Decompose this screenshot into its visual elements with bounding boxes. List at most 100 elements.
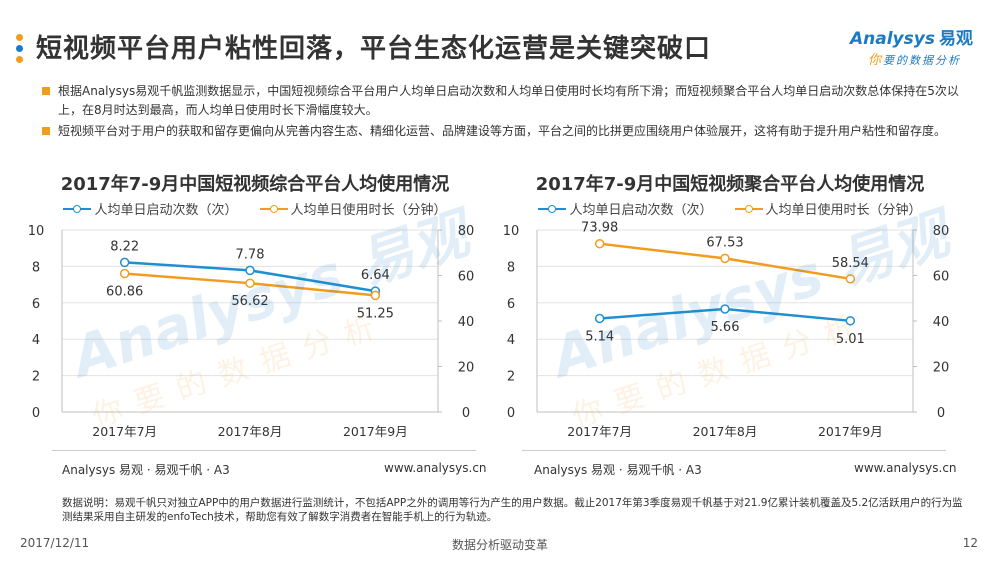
data-label: 7.78 (236, 247, 265, 262)
chart-legend: 人均单日启动次数（次） 人均单日使用时长（分钟） (495, 199, 965, 218)
decoration-dot (16, 56, 23, 63)
chart-title: 2017年7-9月中国短视频综合平台人均使用情况 (60, 174, 450, 195)
data-label: 5.14 (585, 329, 614, 344)
x-tick-label: 2017年9月 (818, 424, 883, 439)
footer-date: 2017/12/11 (20, 536, 90, 550)
bullet-square-icon (42, 127, 50, 135)
y-left-tick-label: 4 (507, 333, 515, 348)
logo-slogan: 你要的数据分析 (868, 49, 990, 68)
decoration-dot (16, 34, 23, 41)
legend-item-launches: 人均单日启动次数（次） (538, 199, 713, 218)
chart-aggregation-platform: 2017年7-9月中国短视频聚合平台人均使用情况 人均单日启动次数（次） 人均单… (495, 168, 965, 468)
source-url[interactable]: www.analysys.cn (384, 461, 487, 475)
data-point-marker (845, 274, 856, 284)
page-title: 短视频平台用户粘性回落，平台生态化运营是关键突破口 (36, 34, 712, 64)
bullet-item: 短视频平台对于用户的获取和留存更偏向从完善内容生态、精细化运营、品牌建设等方面，… (42, 122, 982, 141)
y-left-tick-label: 0 (32, 406, 40, 421)
y-right-tick-label: 20 (458, 361, 475, 376)
bullet-item: 根据Analysys易观千帆监测数据显示，中国短视频综合平台用户人均单日启动次数… (42, 82, 982, 120)
data-point-marker (594, 238, 605, 249)
logo-slogan-rest: 要的数据分析 (883, 54, 962, 67)
title-decoration-dots (16, 34, 26, 67)
data-point-marker (845, 316, 856, 326)
data-label: 8.22 (110, 239, 139, 254)
data-label: 56.62 (231, 294, 268, 309)
chart-legend: 人均单日启动次数（次） 人均单日使用时长（分钟） (20, 199, 490, 218)
data-note: 数据说明：易观千帆只对独立APP中的用户数据进行监测统计，不包括APP之外的调用… (62, 497, 963, 523)
legend-line-marker-icon (734, 204, 763, 214)
source-left: Analysys 易观 · 易观千帆 · A3 (534, 463, 702, 477)
y-left-tick-label: 4 (32, 333, 40, 348)
y-left-tick-label: 0 (507, 406, 515, 421)
y-right-tick-label: 80 (933, 224, 950, 239)
page-number: 12 (962, 536, 978, 550)
x-tick-label: 2017年7月 (92, 424, 157, 439)
y-right-tick-label: 80 (458, 224, 475, 239)
y-right-tick-label: 0 (462, 406, 470, 421)
legend-label: 人均单日使用时长（分钟） (290, 203, 447, 218)
legend-label: 人均单日使用时长（分钟） (765, 203, 922, 218)
logo-slogan-first: 你 (868, 53, 884, 68)
bullet-text: 短视频平台对于用户的获取和留存更偏向从完善内容生态、精细化运营、品牌建设等方面，… (58, 124, 947, 138)
y-right-tick-label: 20 (933, 361, 950, 376)
y-right-tick-label: 60 (933, 270, 950, 285)
y-left-tick-label: 10 (503, 224, 520, 239)
data-point-marker (594, 313, 605, 324)
y-left-tick-label: 8 (507, 260, 515, 275)
y-left-tick-label: 8 (32, 260, 40, 275)
data-label: 51.25 (357, 306, 394, 321)
legend-item-duration: 人均单日使用时长（分钟） (259, 199, 447, 218)
data-label: 5.66 (711, 320, 740, 335)
y-left-tick-label: 10 (28, 224, 45, 239)
line-chart-svg: 0 2 4 6 8 10 0 20 40 60 80 2017年7月 2017年8月 2017年9月 8.2… (28, 224, 475, 439)
source-divider (522, 450, 946, 451)
legend-line-marker-icon (63, 204, 92, 214)
data-point-marker (245, 278, 255, 288)
y-right-tick-label: 60 (458, 270, 475, 285)
analysys-logo: Analysys 易观 你要的数据分析 (850, 24, 990, 74)
y-left-tick-label: 2 (507, 370, 515, 385)
footer-slogan: 数据分析驱动变革 (451, 538, 548, 552)
y-left-tick-label: 2 (32, 370, 40, 385)
chart-title: 2017年7-9月中国短视频聚合平台人均使用情况 (535, 174, 925, 195)
data-label: 67.53 (706, 235, 743, 250)
source-url[interactable]: www.analysys.cn (854, 461, 957, 475)
decoration-dot (16, 45, 23, 52)
data-label: 73.98 (581, 221, 618, 236)
x-tick-label: 2017年9月 (343, 424, 408, 439)
x-tick-label: 2017年7月 (567, 424, 632, 439)
x-tick-label: 2017年8月 (218, 424, 283, 439)
legend-line-marker-icon (538, 204, 567, 214)
data-point-marker (370, 290, 381, 301)
source-left: Analysys 易观 · 易观千帆 · A3 (62, 463, 230, 477)
data-point-marker (119, 257, 130, 268)
y-right-tick-label: 40 (933, 315, 950, 330)
logo-brand: Analysys 易观 (850, 24, 990, 49)
y-right-tick-label: 0 (937, 406, 945, 421)
source-divider (52, 450, 476, 451)
logo-brand-en: Analysys (850, 29, 935, 49)
line-chart-svg: 0 2 4 6 8 10 0 20 40 60 80 2017年7月 2017年8月 2017年9月 5.1… (503, 221, 950, 439)
logo-brand-cn: 易观 (938, 29, 973, 49)
data-point-marker (119, 268, 130, 279)
bullet-square-icon (42, 87, 50, 95)
y-right-tick-label: 40 (458, 315, 475, 330)
bullet-text: 根据Analysys易观千帆监测数据显示，中国短视频综合平台用户人均单日启动次数… (58, 84, 959, 117)
data-label: 58.54 (832, 256, 869, 271)
summary-bullets: 根据Analysys易观千帆监测数据显示，中国短视频综合平台用户人均单日启动次数… (42, 82, 982, 143)
legend-label: 人均单日启动次数（次） (94, 203, 238, 218)
data-point-marker (720, 253, 730, 264)
legend-line-marker-icon (259, 204, 288, 214)
y-left-tick-label: 6 (32, 297, 40, 312)
data-label: 5.01 (836, 332, 865, 347)
y-left-tick-label: 6 (507, 297, 515, 312)
data-label: 6.64 (361, 268, 390, 283)
legend-item-launches: 人均单日启动次数（次） (63, 199, 238, 218)
data-label: 60.86 (106, 285, 143, 300)
legend-item-duration: 人均单日使用时长（分钟） (734, 199, 922, 218)
legend-label: 人均单日启动次数（次） (569, 203, 713, 218)
chart-comprehensive-platform: 2017年7-9月中国短视频综合平台人均使用情况 人均单日启动次数（次） 人均单… (20, 168, 490, 468)
data-point-marker (245, 265, 255, 276)
x-tick-label: 2017年8月 (693, 424, 758, 439)
data-point-marker (720, 304, 730, 314)
